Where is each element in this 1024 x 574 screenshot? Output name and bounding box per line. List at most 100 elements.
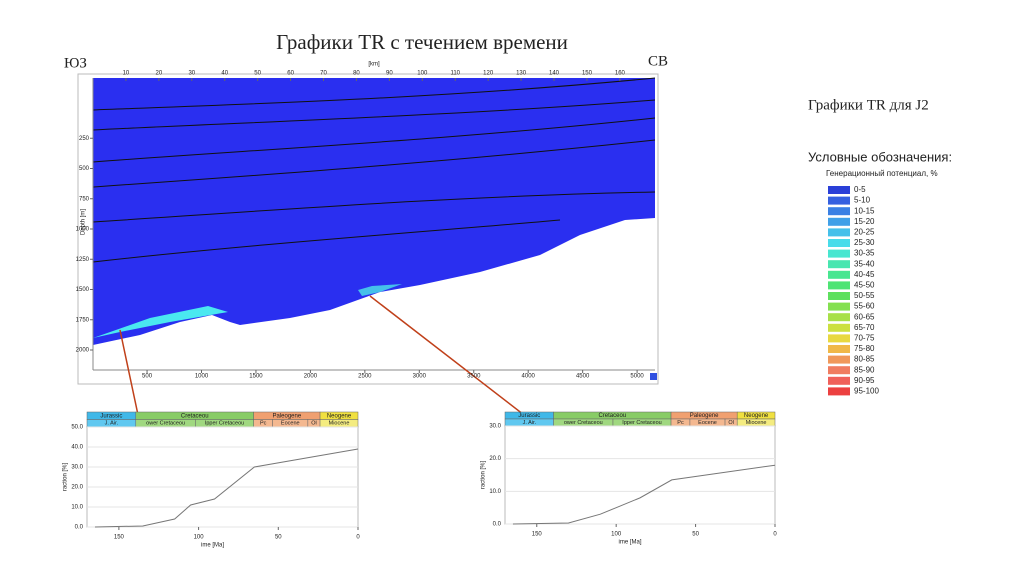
top-tick-label: 50 (254, 71, 261, 77)
side-title: Графики TR для J2 (808, 97, 929, 113)
legend-subtitle: Генерационный потенциал, % (826, 169, 938, 178)
x-tick-label: 50 (692, 532, 699, 538)
legend-label: 90-95 (854, 376, 875, 385)
top-tick-label: 120 (483, 71, 494, 77)
period-label: Paleogene (690, 413, 719, 419)
y-tick-label: 10.0 (489, 489, 501, 495)
section-hot-zone (93, 306, 228, 338)
period-label: Paleogene (273, 413, 302, 419)
x-tick-label: 50 (275, 535, 282, 541)
horizon (92, 219, 561, 263)
y-tick-label: 1500 (76, 287, 90, 293)
y-tick-label: 750 (79, 196, 90, 202)
legend-label: 50-55 (854, 291, 875, 300)
legend-swatch (828, 376, 850, 385)
legend-label: 75-80 (854, 344, 875, 353)
y-tick-label: 250 (79, 136, 90, 142)
legend-label: 15-20 (854, 217, 875, 226)
legend-label: 35-40 (854, 259, 875, 268)
x-tick-label: 4500 (576, 374, 590, 380)
legend-title: Условные обозначения: (808, 149, 952, 164)
top-tick-label: 130 (516, 71, 527, 77)
top-tick-label: 10 (123, 71, 130, 77)
x-tick-label: 500 (142, 374, 153, 380)
horizon (92, 77, 656, 111)
direction-label: ЮЗ (64, 55, 87, 71)
epoch-label: J. Air. (105, 421, 119, 427)
x-tick-label: 5000 (630, 374, 644, 380)
y-tick-label: 0.0 (75, 525, 84, 531)
period-label: Jurassic (518, 413, 540, 419)
section-hot-zone (358, 284, 402, 296)
horizon (92, 139, 656, 188)
top-tick-label: 80 (353, 71, 360, 77)
legend-label: 70-75 (854, 334, 875, 343)
legend-swatch (828, 239, 850, 247)
legend-label: 5-10 (854, 196, 871, 205)
horizon (92, 99, 656, 131)
epoch-label: Eocene (698, 420, 717, 426)
legend-label: 20-25 (854, 228, 875, 237)
legend-label: 80-85 (854, 355, 875, 364)
x-axis-label: ime [Ma] (618, 540, 641, 546)
legend-swatch (828, 334, 850, 343)
plot-frame (86, 426, 359, 528)
corner-icon (650, 373, 657, 380)
y-tick-label: 1000 (76, 227, 90, 233)
plot-frame (504, 425, 776, 525)
y-tick-label: 50.0 (71, 425, 83, 431)
y-axis-label: raction [%] (481, 461, 487, 490)
epoch-label: ower Cretaceou (146, 421, 185, 427)
legend-swatch (828, 281, 850, 290)
top-tick-label: 90 (386, 71, 393, 77)
legend-swatch (828, 313, 850, 322)
y-tick-label: 10.0 (71, 505, 83, 511)
y-tick-label: 20.0 (71, 485, 83, 491)
x-tick-label: 2000 (304, 374, 318, 380)
legend-label: 65-70 (854, 323, 875, 332)
x-tick-label: 0 (356, 535, 360, 541)
legend-swatch (828, 186, 850, 194)
legend-label: 85-90 (854, 365, 875, 374)
section-body (93, 78, 655, 345)
legend-label: 0-5 (854, 185, 866, 194)
legend-label: 25-30 (854, 238, 875, 247)
x-tick-label: 150 (114, 535, 125, 541)
y-tick-label: 0.0 (493, 522, 502, 528)
period-label: Cretaceou (598, 413, 626, 419)
x-axis-label: ime [Ma] (201, 543, 224, 549)
y-tick-label: 2000 (76, 348, 90, 354)
top-tick-label: 40 (221, 71, 228, 77)
top-tick-label: 150 (582, 71, 593, 77)
period-label: Cretaceou (181, 413, 209, 419)
period-label: Neogene (744, 413, 769, 419)
epoch-label: Pc (677, 420, 684, 426)
legend-swatch (828, 355, 850, 364)
x-tick-label: 100 (194, 535, 205, 541)
y-tick-label: 500 (79, 166, 90, 172)
x-tick-label: 100 (611, 532, 622, 538)
x-tick-label: 0 (773, 532, 777, 538)
epoch-label: Ol (728, 420, 734, 426)
x-tick-label: 150 (532, 532, 543, 538)
legend-swatch (828, 217, 850, 226)
y-tick-label: 1250 (76, 257, 90, 263)
period-label: Neogene (327, 413, 352, 419)
y-tick-label: 40.0 (71, 445, 83, 451)
legend-swatch (828, 366, 850, 375)
period-label: Jurassic (100, 413, 122, 419)
epoch-label: Ipper Cretaceou (205, 421, 244, 427)
top-tick-label: 140 (549, 71, 560, 77)
section-horizons (92, 77, 656, 263)
top-tick-label: 100 (417, 71, 428, 77)
legend-swatch (828, 302, 850, 311)
x-tick-label: 3000 (413, 374, 427, 380)
x-tick-label: 1500 (249, 374, 263, 380)
slide-title: Графики TR с течением времени (276, 30, 568, 54)
top-tick-label: 70 (320, 71, 327, 77)
epoch-label: Pc (260, 421, 267, 427)
top-tick-label: 30 (188, 71, 195, 77)
x-tick-label: 2500 (358, 374, 372, 380)
legend-label: 30-35 (854, 249, 875, 258)
